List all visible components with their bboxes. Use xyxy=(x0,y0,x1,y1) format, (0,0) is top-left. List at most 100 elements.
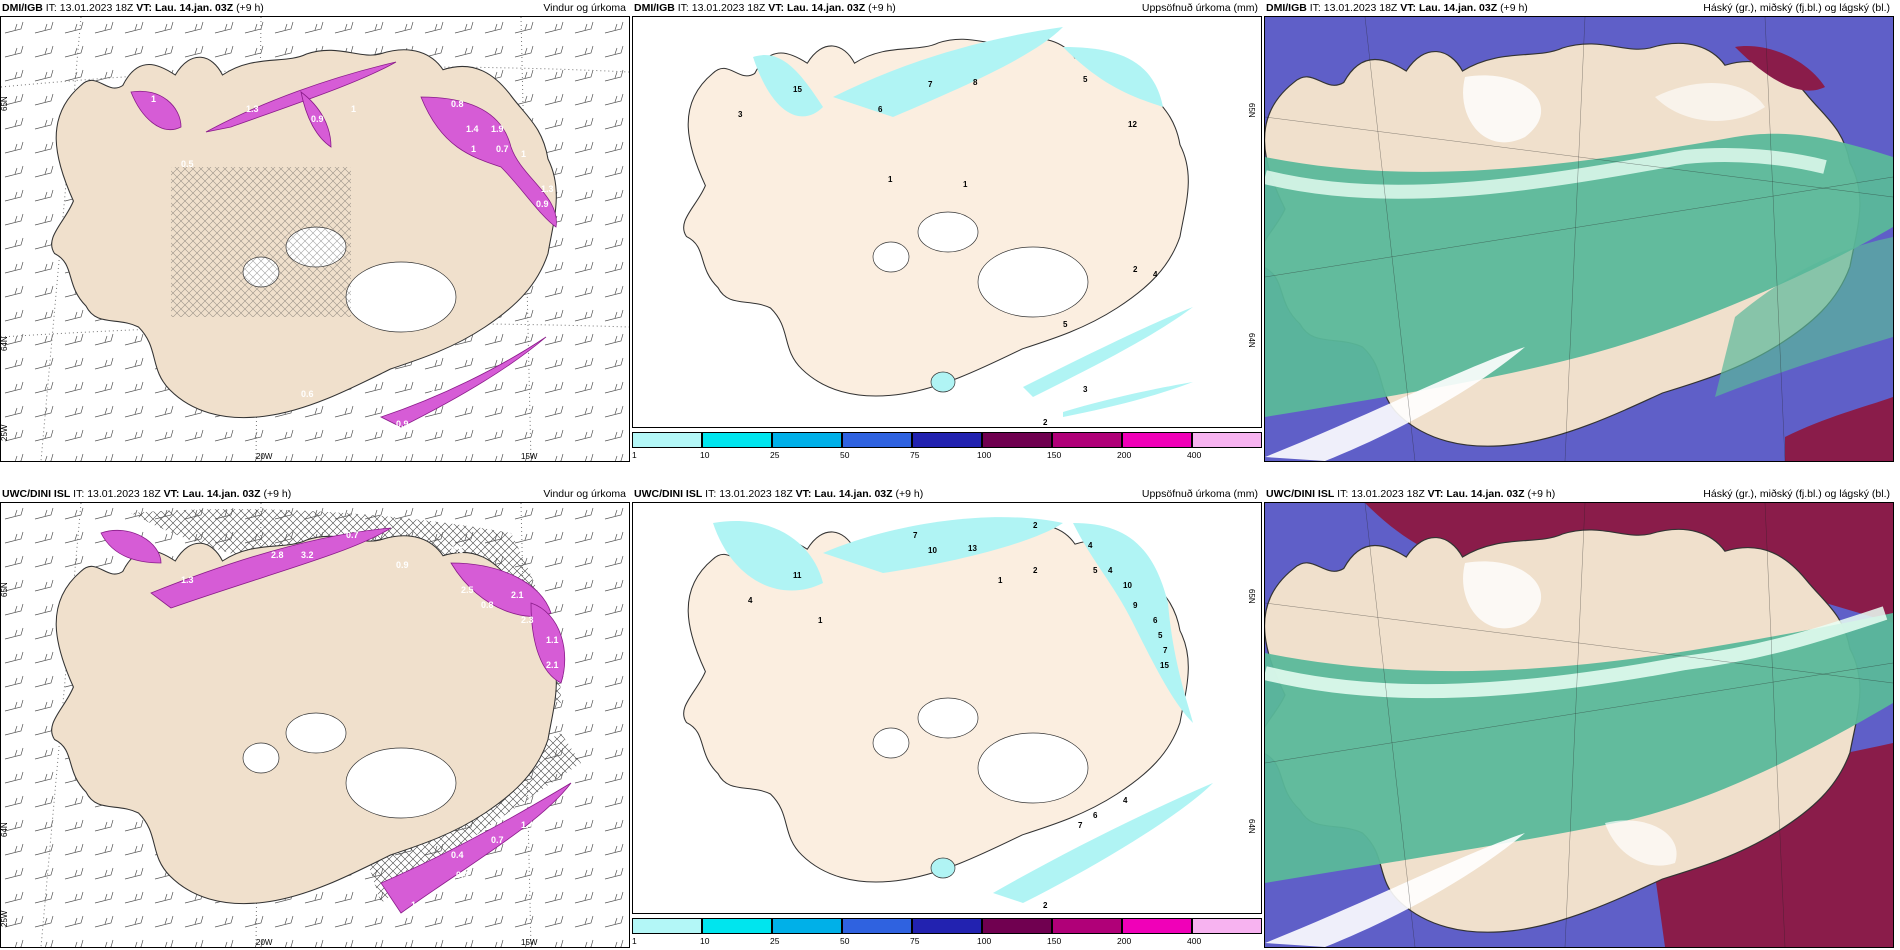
svg-text:64N: 64N xyxy=(1,336,9,351)
svg-text:15W: 15W xyxy=(521,452,538,461)
svg-text:2: 2 xyxy=(1133,265,1138,274)
svg-text:0.8: 0.8 xyxy=(481,600,494,610)
svg-text:1.3: 1.3 xyxy=(541,184,554,194)
panel-header: DMI/IGB IT: 13.01.2023 18Z VT: Lau. 14.j… xyxy=(2,2,626,14)
map-panel-uwc-accum: UWC/DINI ISL IT: 13.01.2023 18Z VT: Lau.… xyxy=(632,486,1262,948)
svg-text:2: 2 xyxy=(1043,418,1048,427)
svg-text:0.6: 0.6 xyxy=(301,389,314,399)
map-panel-uwc-clouds: UWC/DINI ISL IT: 13.01.2023 18Z VT: Lau.… xyxy=(1264,486,1894,948)
svg-text:6: 6 xyxy=(1093,811,1098,820)
map-area[interactable]: 15 3 6 7 8 5 12 1 1 4 2 5 3 2 65N 64N xyxy=(632,16,1262,428)
svg-text:2.5: 2.5 xyxy=(461,585,474,595)
svg-text:2: 2 xyxy=(1043,901,1048,910)
svg-text:0.7: 0.7 xyxy=(346,530,359,540)
map-panel-uwc-wind: UWC/DINI ISL IT: 13.01.2023 18Z VT: Lau.… xyxy=(0,486,630,948)
svg-text:0.7: 0.7 xyxy=(496,144,509,154)
svg-text:0.9: 0.9 xyxy=(396,419,409,429)
svg-text:6: 6 xyxy=(1153,616,1158,625)
svg-text:65N: 65N xyxy=(1,96,9,111)
svg-text:1.3: 1.3 xyxy=(246,104,259,114)
map-area[interactable]: 1 1.3 0.9 1 0.8 1.4 1.9 1 0.7 1 1.3 0.9 … xyxy=(0,16,630,462)
svg-text:7: 7 xyxy=(928,80,933,89)
map-panel-dmi-clouds: DMI/IGB IT: 13.01.2023 18Z VT: Lau. 14.j… xyxy=(1264,0,1894,462)
svg-text:1: 1 xyxy=(963,180,968,189)
svg-text:15W: 15W xyxy=(521,938,538,947)
svg-text:5: 5 xyxy=(1093,566,1098,575)
svg-text:7: 7 xyxy=(913,531,918,540)
svg-text:2.1: 2.1 xyxy=(546,660,559,670)
map-area[interactable]: 7 10 13 2 11 4 1 2 1 4 5 4 10 9 6 5 7 15… xyxy=(632,502,1262,914)
svg-text:25W: 25W xyxy=(1,424,9,441)
svg-text:3: 3 xyxy=(1083,385,1088,394)
map-area[interactable]: 0.7 2.8 3.2 1.3 0.9 0.6 2.5 0.8 2.1 2.3 … xyxy=(0,502,630,948)
map-area[interactable] xyxy=(1264,16,1894,462)
panel-header: DMI/IGB IT: 13.01.2023 18Z VT: Lau. 14.j… xyxy=(1266,2,1890,14)
svg-text:4: 4 xyxy=(1153,270,1158,279)
svg-text:65N: 65N xyxy=(1247,589,1256,604)
svg-text:2: 2 xyxy=(1033,566,1038,575)
panel-header: UWC/DINI ISL IT: 13.01.2023 18Z VT: Lau.… xyxy=(1266,488,1890,500)
svg-text:1.3: 1.3 xyxy=(451,885,464,895)
svg-text:64N: 64N xyxy=(1247,819,1256,834)
svg-text:0.5: 0.5 xyxy=(181,159,194,169)
svg-text:2.3: 2.3 xyxy=(521,615,534,625)
svg-text:3: 3 xyxy=(738,110,743,119)
svg-text:5: 5 xyxy=(1063,320,1068,329)
svg-text:64N: 64N xyxy=(1,822,9,837)
svg-text:4: 4 xyxy=(1108,566,1113,575)
svg-text:1.4: 1.4 xyxy=(466,124,479,134)
svg-text:15: 15 xyxy=(1160,661,1169,670)
svg-text:5: 5 xyxy=(1083,75,1088,84)
svg-text:1: 1 xyxy=(431,384,436,394)
svg-text:10: 10 xyxy=(1123,581,1132,590)
svg-text:1: 1 xyxy=(351,104,356,114)
svg-text:0.9: 0.9 xyxy=(396,560,409,570)
svg-text:1.3: 1.3 xyxy=(181,575,194,585)
svg-text:3.2: 3.2 xyxy=(301,550,314,560)
svg-text:64N: 64N xyxy=(1247,333,1256,348)
svg-text:9: 9 xyxy=(1133,601,1138,610)
svg-text:4: 4 xyxy=(1088,541,1093,550)
svg-text:2.1: 2.1 xyxy=(511,590,524,600)
svg-text:1: 1 xyxy=(888,175,893,184)
svg-text:1.6: 1.6 xyxy=(411,900,424,910)
svg-text:0.4: 0.4 xyxy=(451,850,464,860)
svg-text:0.9: 0.9 xyxy=(536,199,549,209)
svg-text:0.4: 0.4 xyxy=(456,870,469,880)
svg-text:25W: 25W xyxy=(1,910,9,927)
svg-text:6: 6 xyxy=(878,105,883,114)
svg-text:1: 1 xyxy=(818,616,823,625)
svg-text:2: 2 xyxy=(1033,521,1038,530)
svg-text:65N: 65N xyxy=(1,582,9,597)
svg-text:10: 10 xyxy=(928,546,937,555)
svg-text:7: 7 xyxy=(1078,821,1083,830)
svg-text:0.7: 0.7 xyxy=(491,835,504,845)
svg-text:4: 4 xyxy=(748,596,753,605)
panel-header: UWC/DINI ISL IT: 13.01.2023 18Z VT: Lau.… xyxy=(2,488,626,500)
svg-text:0.9: 0.9 xyxy=(311,114,324,124)
svg-text:1.1: 1.1 xyxy=(546,635,559,645)
svg-text:4: 4 xyxy=(1123,796,1128,805)
svg-text:1: 1 xyxy=(471,144,476,154)
svg-text:2.8: 2.8 xyxy=(271,550,284,560)
svg-text:8: 8 xyxy=(973,78,978,87)
svg-text:1: 1 xyxy=(998,576,1003,585)
svg-text:1: 1 xyxy=(151,94,156,104)
colorbar: 1 10 25 50 75 100 150 200 400 xyxy=(632,918,1262,946)
svg-text:11: 11 xyxy=(793,571,802,580)
colorbar: 1 10 25 50 75 100 150 200 400 xyxy=(632,432,1262,460)
svg-text:20W: 20W xyxy=(256,938,273,947)
map-area[interactable] xyxy=(1264,502,1894,948)
svg-text:20W: 20W xyxy=(256,452,273,461)
svg-text:7: 7 xyxy=(1163,646,1168,655)
map-panel-dmi-wind: DMI/IGB IT: 13.01.2023 18Z VT: Lau. 14.j… xyxy=(0,0,630,462)
svg-text:15: 15 xyxy=(793,85,802,94)
svg-text:1: 1 xyxy=(521,149,526,159)
panel-header: UWC/DINI ISL IT: 13.01.2023 18Z VT: Lau.… xyxy=(634,488,1258,500)
svg-text:13: 13 xyxy=(968,544,977,553)
svg-text:12: 12 xyxy=(1128,120,1137,129)
svg-text:5: 5 xyxy=(1158,631,1163,640)
svg-text:0.8: 0.8 xyxy=(451,99,464,109)
panel-header: DMI/IGB IT: 13.01.2023 18Z VT: Lau. 14.j… xyxy=(634,2,1258,14)
svg-text:0.6: 0.6 xyxy=(451,545,464,555)
